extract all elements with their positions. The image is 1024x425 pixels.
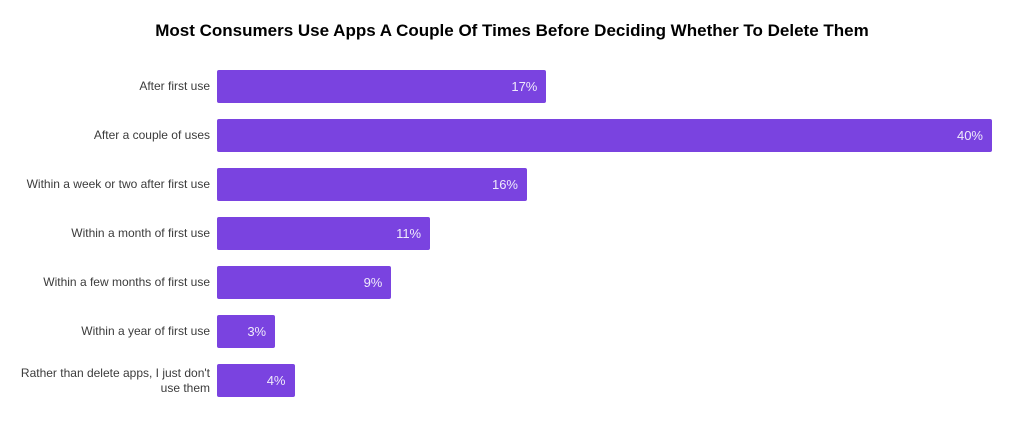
chart-row: Within a few months of first use 9% — [0, 258, 1024, 307]
bar-track: 11% — [217, 217, 992, 250]
chart-row: After a couple of uses 40% — [0, 111, 1024, 160]
chart-row: Within a month of first use 11% — [0, 209, 1024, 258]
chart-row: Within a year of first use 3% — [0, 307, 1024, 356]
bar: 4% — [217, 364, 295, 397]
bar: 9% — [217, 266, 392, 299]
bar-value-label: 40% — [956, 128, 983, 143]
bar-track: 4% — [217, 364, 992, 397]
chart-row: Within a week or two after first use 16% — [0, 160, 1024, 209]
bar-value-label: 4% — [266, 373, 286, 388]
bar-track: 9% — [217, 266, 992, 299]
chart-plot-area: After first use 17% After a couple of uses… — [0, 62, 1024, 405]
bar: 17% — [217, 70, 547, 103]
bar: 16% — [217, 168, 527, 201]
bar-value-label: 3% — [247, 324, 267, 339]
bar-value-label: 9% — [363, 275, 383, 290]
bar-value-label: 17% — [511, 79, 538, 94]
category-label: Within a week or two after first use — [26, 177, 210, 191]
chart-row: Rather than delete apps, I just don't us… — [0, 356, 1024, 405]
chart-row: After first use 17% — [0, 62, 1024, 111]
bar: 3% — [217, 315, 276, 348]
bar-track: 3% — [217, 315, 992, 348]
category-label: Rather than delete apps, I just don't us… — [20, 365, 210, 395]
category-label: Within a year of first use — [81, 324, 210, 338]
bar-track: 16% — [217, 168, 992, 201]
bar: 40% — [217, 119, 992, 152]
chart-title: Most Consumers Use Apps A Couple Of Time… — [155, 21, 869, 40]
category-label: After a couple of uses — [93, 128, 210, 142]
bar-value-label: 11% — [396, 226, 422, 241]
category-label: Within a few months of first use — [43, 275, 210, 289]
bar-value-label: 16% — [491, 177, 518, 192]
category-label: After first use — [139, 79, 210, 93]
bar-track: 40% — [217, 119, 992, 152]
bar: 11% — [217, 217, 431, 250]
bar-track: 17% — [217, 70, 992, 103]
category-label: Within a month of first use — [71, 226, 210, 240]
